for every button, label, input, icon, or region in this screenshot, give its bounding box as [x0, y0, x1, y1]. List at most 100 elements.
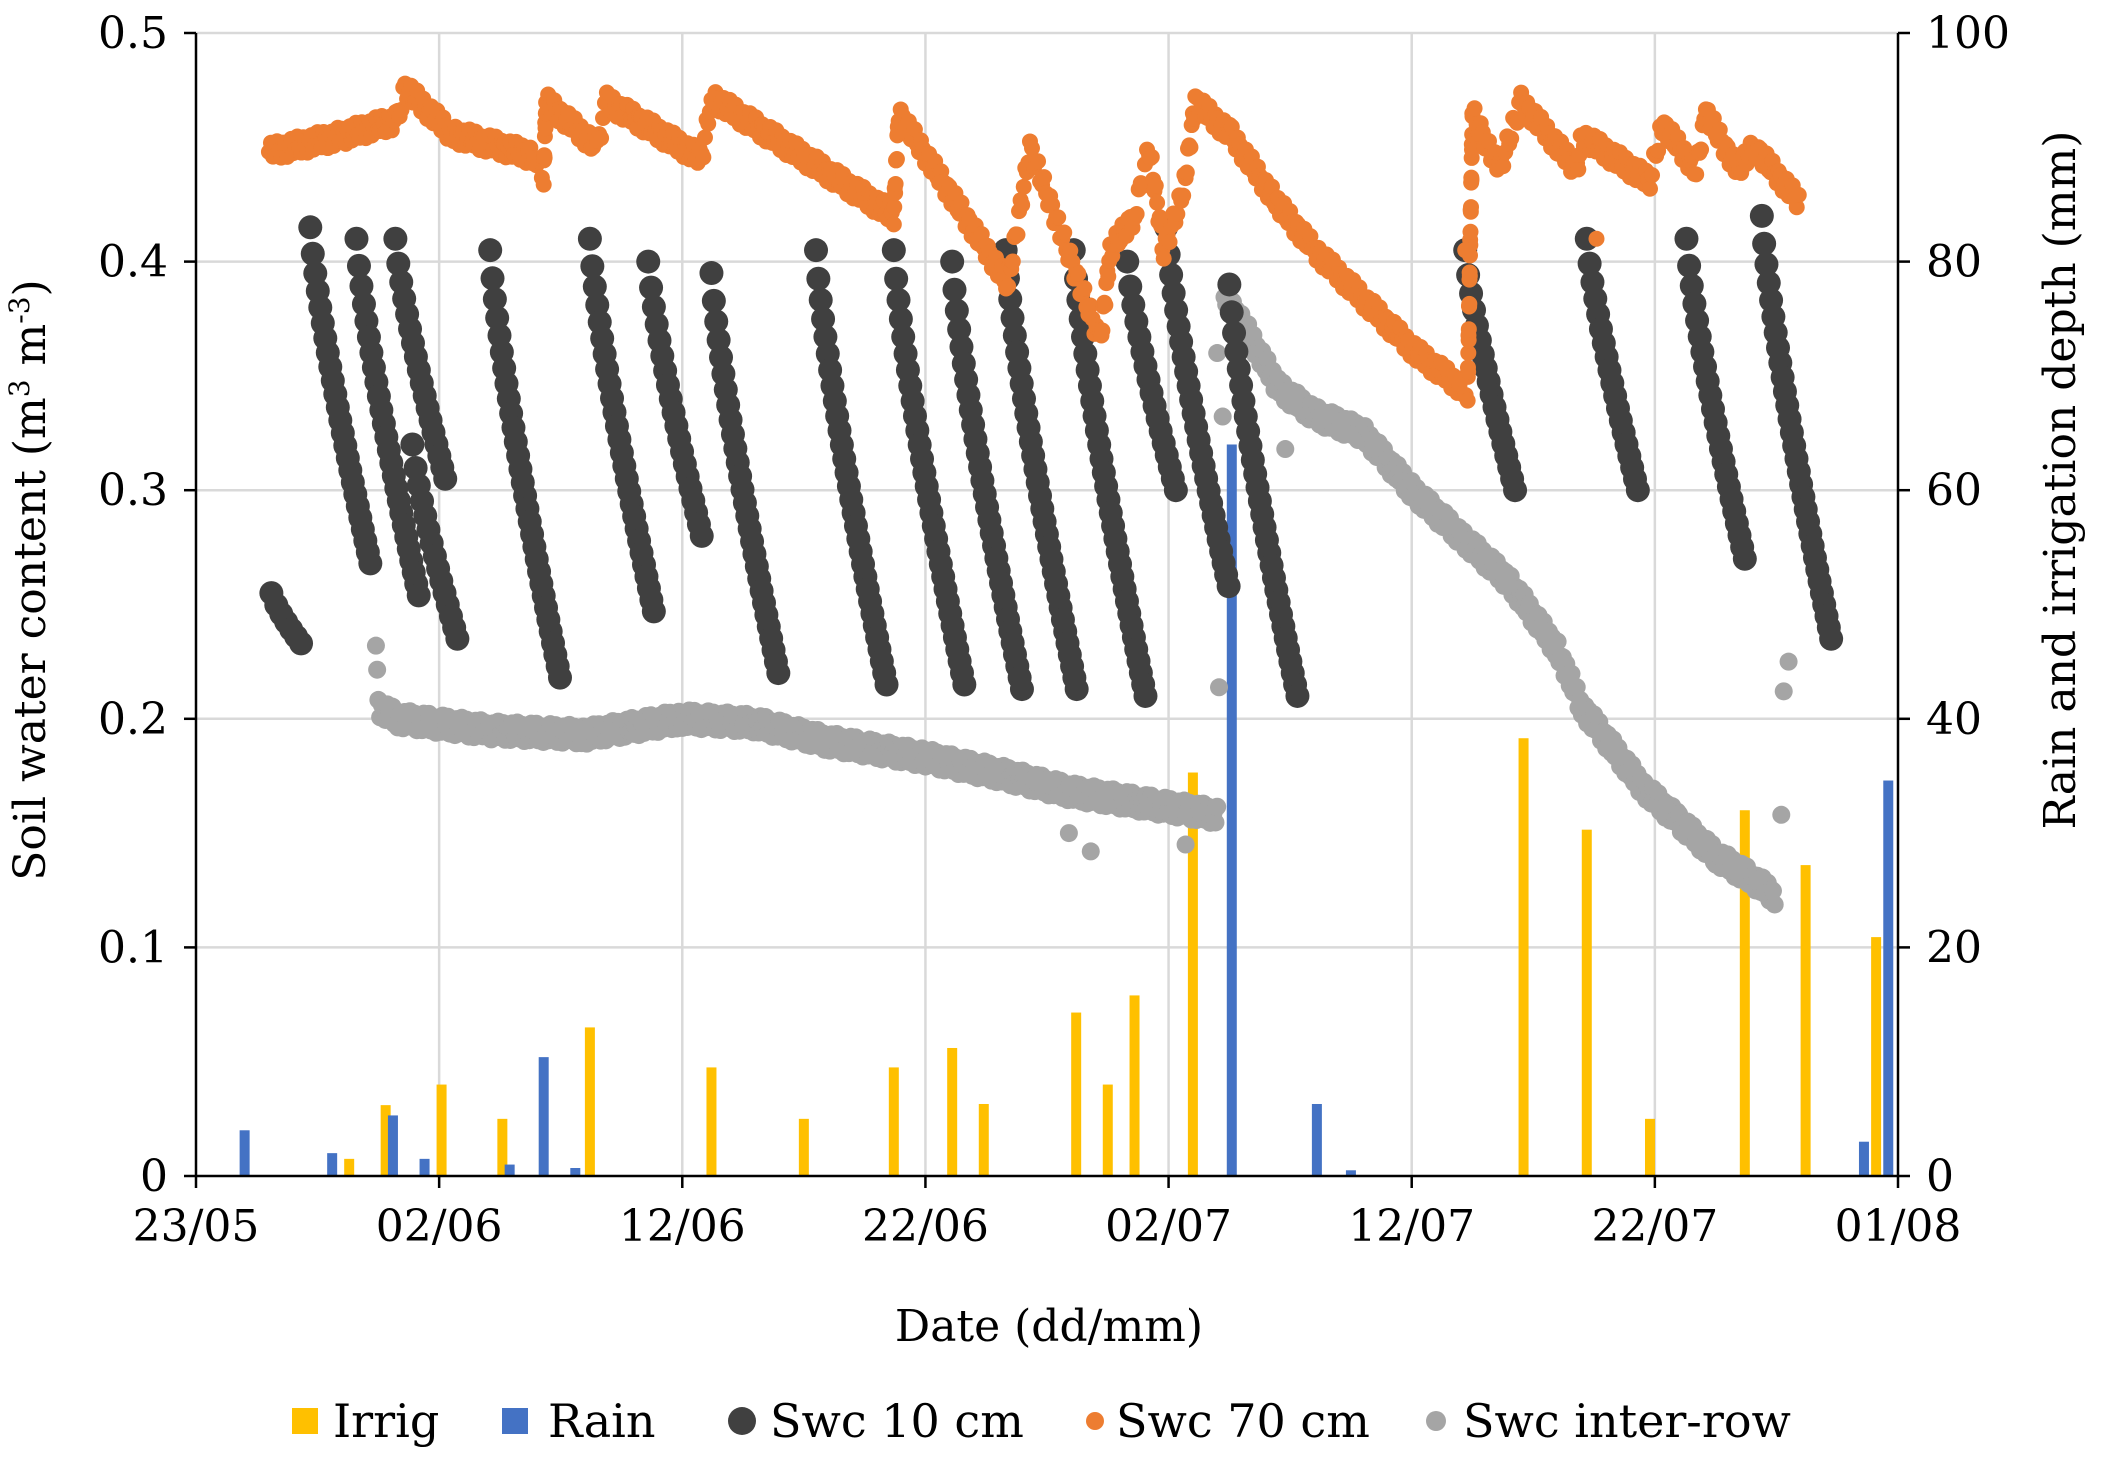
- swc-10cm-point: [804, 238, 829, 263]
- swc-10cm-point: [766, 661, 791, 686]
- rain-bar: [1883, 780, 1894, 1176]
- swc-10cm-point: [942, 277, 967, 302]
- swc-10cm-point: [881, 238, 906, 263]
- swc-10cm-point: [636, 249, 661, 274]
- swc-70cm-point: [1688, 166, 1705, 183]
- swc-inter-row-point: [1208, 797, 1227, 816]
- swc-10cm-point: [1674, 226, 1699, 251]
- swc-70cm-point: [1462, 199, 1479, 216]
- swc-70cm-point: [1644, 167, 1661, 184]
- y-left-title-post: ): [5, 279, 56, 296]
- swc-10cm-point: [701, 288, 726, 313]
- swc-70cm-point: [696, 129, 713, 146]
- swc-10cm-point: [582, 274, 607, 299]
- swc-10cm-point: [940, 249, 965, 274]
- swc-10cm-point: [577, 226, 602, 251]
- swc-10cm-point: [1009, 677, 1034, 702]
- swc-70cm-point: [1097, 297, 1114, 314]
- irrig-bar: [706, 1067, 717, 1176]
- irrig-bar: [344, 1158, 355, 1176]
- irrig-bar: [1739, 810, 1750, 1176]
- swc-70cm-point: [1460, 321, 1477, 338]
- swc-70cm-point: [1570, 161, 1587, 178]
- swc-10cm-series: [259, 203, 1844, 708]
- legend-label-swc-10cm: Swc 10 cm: [770, 1394, 1024, 1448]
- swc-10cm-point: [888, 307, 913, 332]
- swc-70cm-point: [1015, 178, 1032, 195]
- swc-70cm-point: [1790, 186, 1807, 203]
- swc-70cm-point: [1182, 139, 1199, 156]
- irrig-bar: [1129, 995, 1140, 1176]
- swc-10cm-point: [1064, 677, 1089, 702]
- swc-70cm-point: [1044, 196, 1061, 213]
- swc-inter-row-point: [1176, 835, 1195, 854]
- swc-10cm-point: [300, 241, 325, 266]
- swc-70cm-point: [1050, 209, 1067, 226]
- x-tick-label: 12/06: [619, 1201, 746, 1252]
- y-axis-left-title: Soil water content (m3 m-3): [3, 279, 56, 880]
- swc-10cm-point: [1285, 683, 1310, 708]
- irrig-bar: [888, 1067, 899, 1176]
- irrig-bar: [1187, 772, 1198, 1176]
- legend-swatch-rain: [502, 1408, 528, 1434]
- irrig-bar: [947, 1047, 958, 1176]
- swc-inter-row-point: [1208, 344, 1227, 363]
- swc-10cm-point: [947, 317, 972, 342]
- swc-70cm-point: [1030, 153, 1047, 170]
- swc-70cm-point: [1004, 253, 1021, 270]
- legend-label-irrig: Irrig: [333, 1394, 439, 1448]
- swc-10cm-point: [1118, 274, 1143, 299]
- swc-10cm-point: [811, 307, 836, 332]
- swc-70cm-point: [1128, 205, 1145, 222]
- swc-10cm-point: [1754, 252, 1779, 277]
- legend-label-swc-70cm: Swc 70 cm: [1116, 1394, 1370, 1448]
- swc-70cm-point: [1302, 228, 1319, 245]
- swc-70cm-point: [1056, 224, 1073, 241]
- swc-70cm-point: [1460, 363, 1477, 380]
- swc-10cm-point: [1503, 478, 1528, 503]
- swc-70cm-point: [887, 175, 904, 192]
- swc-10cm-point: [641, 599, 666, 624]
- swc-70cm-point: [1000, 278, 1017, 295]
- swc-10cm-point: [1133, 683, 1158, 708]
- swc-inter-row-point: [1213, 407, 1232, 426]
- swc-70cm-point: [700, 115, 717, 132]
- swc-70cm-point: [1178, 164, 1195, 181]
- y-left-tick-label: 0: [140, 1151, 168, 1202]
- irrig-bar: [1581, 829, 1592, 1176]
- swc-inter-row-point: [1763, 881, 1782, 900]
- rain-bar: [570, 1167, 581, 1176]
- y-left-tick-label: 0.2: [98, 694, 168, 745]
- swc-10cm-point: [886, 287, 911, 312]
- legend-swatch-irrig: [292, 1408, 318, 1434]
- swc-10cm-point: [874, 672, 899, 697]
- irrig-bar: [436, 1084, 447, 1176]
- axes: [184, 31, 1910, 1188]
- rain-bar: [239, 1130, 250, 1176]
- swc-70cm-point: [1461, 295, 1478, 312]
- swc-10cm-point: [478, 238, 503, 263]
- swc-70cm-point: [1014, 196, 1031, 213]
- swc-70cm-point: [1161, 234, 1178, 251]
- legend-marker-swc-10cm: [728, 1407, 756, 1435]
- swc-70cm-point: [536, 149, 553, 166]
- x-tick-label: 23/05: [133, 1201, 260, 1252]
- swc-70cm-point: [1462, 223, 1479, 240]
- irrig-bar: [1518, 738, 1529, 1176]
- swc-70cm-series: [260, 75, 1807, 409]
- y-left-tick-label: 0.4: [98, 237, 168, 288]
- tick-labels: 0 0.1 0.2 0.3 0.4 0.5 0 20 40 60 80 100 23/05 02/06 12…: [98, 8, 2010, 1252]
- swc-70cm-point: [1175, 187, 1192, 204]
- swc-70cm-point: [1459, 392, 1476, 409]
- swc-inter-row-point: [1772, 805, 1791, 824]
- swc-70cm-point: [1009, 226, 1026, 243]
- swc-70cm-point: [1149, 194, 1166, 211]
- x-tick-label: 02/07: [1105, 1201, 1232, 1252]
- swc-70cm-point: [1641, 180, 1658, 197]
- y-axis-right-title: Rain and irrigation depth (mm): [2035, 131, 2086, 830]
- irrig-bar: [1102, 1084, 1113, 1176]
- swc-70cm-point: [1466, 100, 1483, 117]
- y-right-tick-label: 60: [1926, 465, 1982, 516]
- swc-70cm-point: [1460, 344, 1477, 361]
- rain-bar: [1311, 1103, 1322, 1176]
